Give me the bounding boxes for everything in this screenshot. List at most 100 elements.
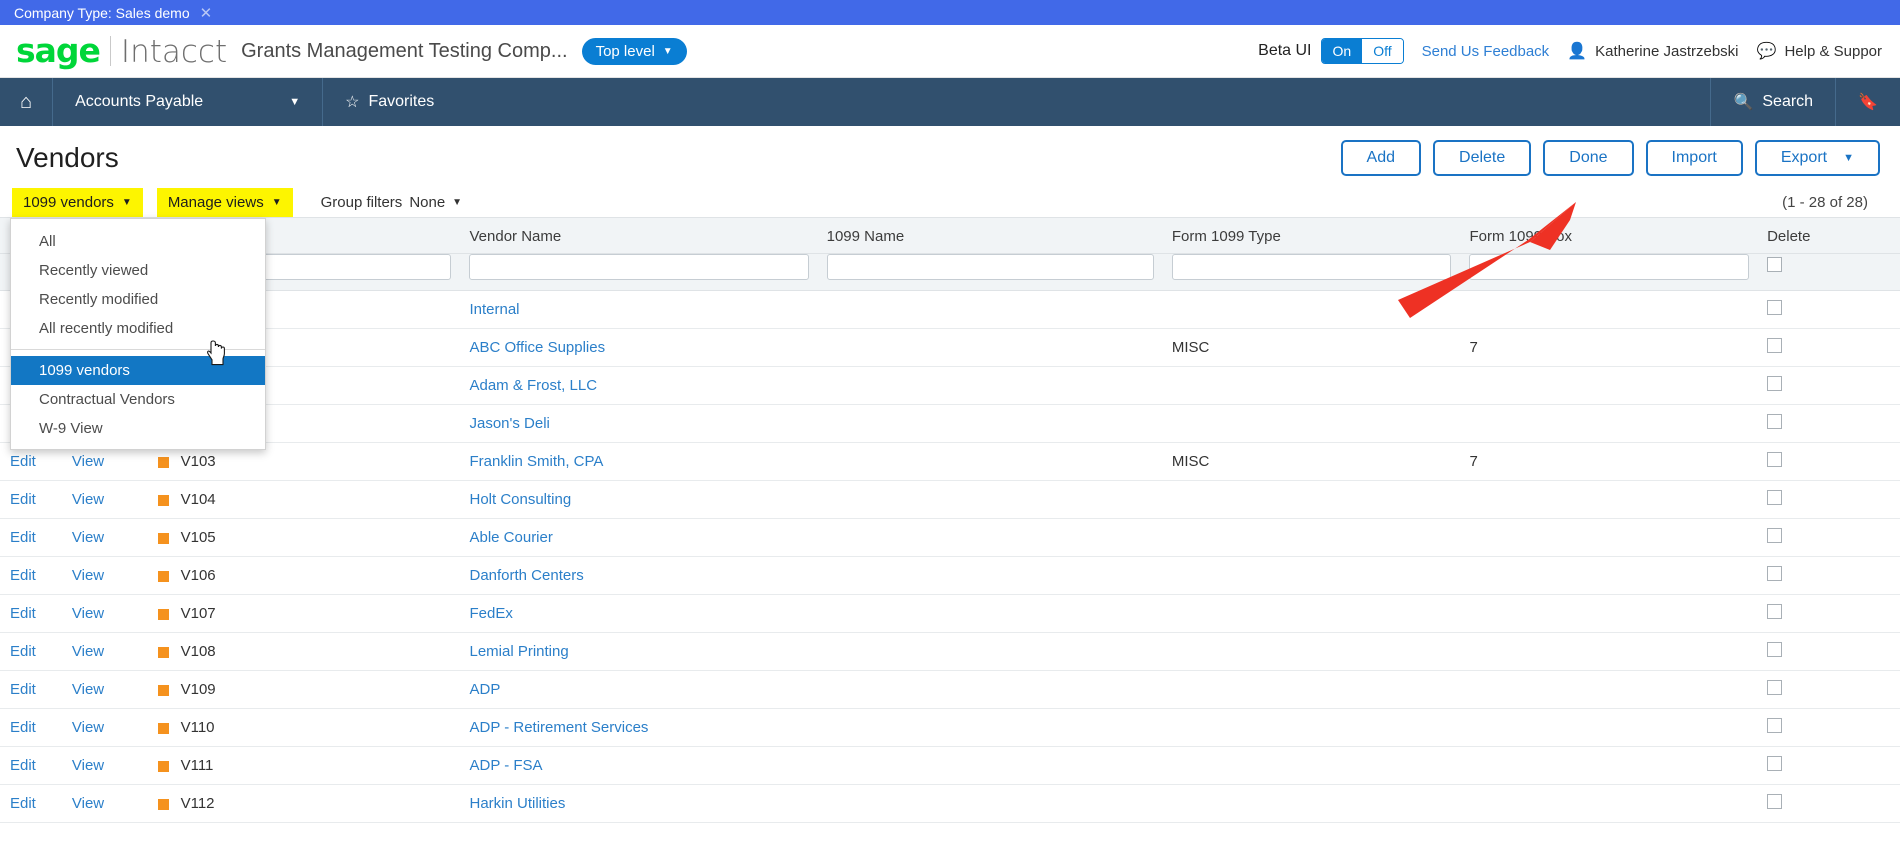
row-delete-checkbox[interactable] (1767, 338, 1783, 353)
row-vendor-name[interactable]: Jason's Deli (459, 404, 817, 443)
favorites-menu[interactable]: ☆ Favorites (323, 78, 456, 126)
row-delete-checkbox-cell (1757, 746, 1900, 785)
column-header-form-1099-box[interactable]: Form 1099 Box (1459, 217, 1758, 254)
dropdown-item-contractual-vendors[interactable]: Contractual Vendors (39, 391, 175, 408)
bookmark-icon[interactable]: 🔖 (1835, 78, 1900, 126)
dropdown-item-all-recently-modified[interactable]: All recently modified (39, 320, 174, 337)
top-level-label: Top level (595, 42, 655, 60)
close-icon[interactable]: ✕ (199, 4, 213, 22)
top-level-selector[interactable]: Top level ▼ (581, 37, 687, 65)
help-and-support-menu[interactable]: 💬 Help & Suppor (1757, 41, 1882, 61)
select-all-checkbox[interactable] (1767, 257, 1783, 272)
row-delete-checkbox[interactable] (1767, 794, 1783, 809)
row-delete-checkbox[interactable] (1767, 376, 1783, 391)
row-view-link[interactable]: View (61, 518, 148, 557)
send-us-feedback-link[interactable]: Send Us Feedback (1421, 42, 1550, 60)
filter-input-1099-name[interactable] (826, 254, 1154, 280)
filter-input-vendor-name[interactable] (469, 254, 809, 280)
row-edit-link[interactable]: Edit (0, 556, 62, 595)
row-delete-checkbox[interactable] (1767, 566, 1783, 581)
view-selector-dropdown[interactable]: All Recently viewed Recently modified Al… (10, 218, 266, 450)
row-form-1099-box (1459, 518, 1758, 557)
column-header-form-1099-type[interactable]: Form 1099 Type (1161, 217, 1460, 254)
row-vendor-name[interactable]: Adam & Frost, LLC (459, 366, 817, 405)
row-vendor-id: V110 (147, 708, 460, 747)
module-label: Accounts Payable (75, 93, 204, 110)
row-view-link[interactable]: View (61, 746, 148, 785)
row-delete-checkbox[interactable] (1767, 604, 1783, 619)
row-vendor-name[interactable]: ADP (459, 670, 817, 709)
delete-button[interactable]: Delete (1433, 140, 1532, 176)
chevron-down-icon: ▼ (662, 45, 673, 57)
row-delete-checkbox-cell (1757, 404, 1900, 443)
row-delete-checkbox[interactable] (1767, 490, 1783, 505)
row-edit-link[interactable]: Edit (0, 708, 62, 747)
row-view-link[interactable]: View (61, 632, 148, 671)
user-menu[interactable]: 👤 Katherine Jastrzebski (1567, 41, 1738, 61)
row-vendor-name[interactable]: ADP - Retirement Services (459, 708, 817, 747)
done-button[interactable]: Done (1543, 140, 1634, 176)
row-delete-checkbox[interactable] (1767, 680, 1783, 695)
row-view-link[interactable]: View (61, 556, 148, 595)
column-header-delete: Delete (1757, 217, 1900, 254)
search-button[interactable]: 🔍 Search (1710, 78, 1835, 126)
dropdown-item-all[interactable]: All (39, 233, 56, 250)
row-edit-link[interactable]: Edit (0, 632, 62, 671)
status-indicator-icon (157, 798, 169, 810)
row-vendor-name[interactable]: FedEx (459, 594, 817, 633)
row-vendor-name[interactable]: Holt Consulting (459, 480, 817, 519)
row-delete-checkbox[interactable] (1767, 300, 1783, 315)
row-vendor-name[interactable]: Franklin Smith, CPA (459, 442, 817, 481)
row-view-link[interactable]: View (61, 594, 148, 633)
row-vendor-name[interactable]: Danforth Centers (459, 556, 817, 595)
filter-cell-form-1099-type (1161, 253, 1460, 291)
row-delete-checkbox[interactable] (1767, 718, 1783, 733)
row-view-link[interactable]: View (61, 670, 148, 709)
dropdown-item-1099-vendors[interactable]: 1099 vendors (11, 356, 265, 385)
home-icon[interactable]: ⌂ (0, 78, 54, 126)
row-delete-checkbox[interactable] (1767, 642, 1783, 657)
row-view-link[interactable]: View (61, 480, 148, 519)
row-edit-link[interactable]: Edit (0, 746, 62, 785)
row-edit-link[interactable]: Edit (0, 480, 62, 519)
dropdown-item-recently-viewed[interactable]: Recently viewed (39, 262, 149, 279)
view-selector[interactable]: 1099 vendors ▼ (12, 188, 143, 217)
row-delete-checkbox[interactable] (1767, 756, 1783, 771)
row-delete-checkbox[interactable] (1767, 528, 1783, 543)
sage-intacct-logo[interactable]: sage Intacct (16, 34, 227, 68)
filter-input-form-1099-box[interactable] (1469, 254, 1750, 280)
status-indicator-icon (157, 760, 169, 772)
column-header-1099-name[interactable]: 1099 Name (816, 217, 1162, 254)
beta-ui-toggle[interactable]: On Off (1320, 38, 1404, 64)
row-vendor-name[interactable]: Internal (459, 290, 817, 329)
import-button[interactable]: Import (1645, 140, 1743, 176)
row-vendor-name[interactable]: ADP - FSA (459, 746, 817, 785)
row-form-1099-type (1161, 594, 1460, 633)
row-view-link[interactable]: View (61, 708, 148, 747)
row-edit-link[interactable]: Edit (0, 784, 62, 823)
column-header-vendor-name[interactable]: Vendor Name (459, 217, 817, 254)
module-selector-accounts-payable[interactable]: Accounts Payable ▼ (53, 78, 324, 126)
row-vendor-name[interactable]: Harkin Utilities (459, 784, 817, 823)
row-delete-checkbox[interactable] (1767, 414, 1783, 429)
export-button[interactable]: Export ▼ (1754, 140, 1880, 176)
row-view-link[interactable]: View (61, 784, 148, 823)
entity-name: Grants Management Testing Comp... (241, 39, 568, 62)
row-delete-checkbox[interactable] (1767, 452, 1783, 467)
dropdown-item-recently-modified[interactable]: Recently modified (39, 291, 159, 308)
row-edit-link[interactable]: Edit (0, 518, 62, 557)
manage-views-button[interactable]: Manage views ▼ (156, 188, 293, 217)
favorites-label: Favorites (368, 93, 435, 110)
row-vendor-name[interactable]: ABC Office Supplies (459, 328, 817, 367)
row-edit-link[interactable]: Edit (0, 670, 62, 709)
row-form-1099-type (1161, 670, 1460, 709)
dropdown-item-w9-view[interactable]: W-9 View (39, 420, 103, 437)
group-filters-selector[interactable]: Group filters None ▼ (321, 194, 462, 211)
beta-ui-off-option[interactable]: Off (1362, 39, 1403, 63)
row-vendor-name[interactable]: Lemial Printing (459, 632, 817, 671)
row-edit-link[interactable]: Edit (0, 594, 62, 633)
filter-input-form-1099-type[interactable] (1171, 254, 1452, 280)
beta-ui-on-option[interactable]: On (1321, 39, 1363, 63)
row-vendor-name[interactable]: Able Courier (459, 518, 817, 557)
add-button[interactable]: Add (1340, 140, 1422, 176)
